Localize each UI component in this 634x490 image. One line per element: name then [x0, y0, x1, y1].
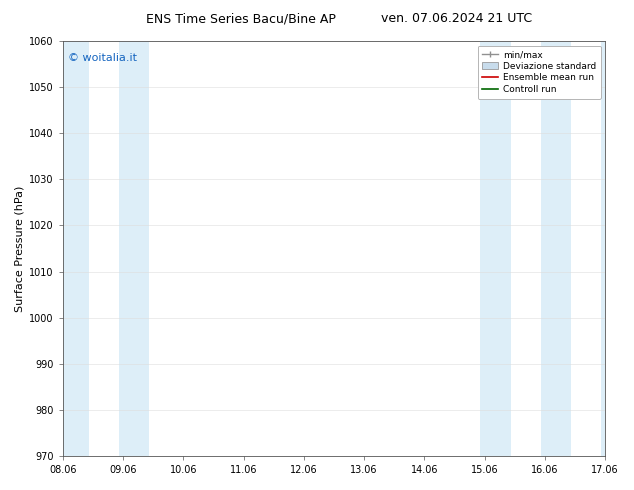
Legend: min/max, Deviazione standard, Ensemble mean run, Controll run: min/max, Deviazione standard, Ensemble m…	[477, 46, 600, 98]
Bar	[481, 41, 510, 456]
Bar	[541, 41, 571, 456]
Bar	[58, 41, 89, 456]
Bar	[601, 41, 631, 456]
Text: ENS Time Series Bacu/Bine AP: ENS Time Series Bacu/Bine AP	[146, 12, 336, 25]
Text: © woitalia.it: © woitalia.it	[68, 53, 137, 64]
Y-axis label: Surface Pressure (hPa): Surface Pressure (hPa)	[15, 185, 25, 312]
Text: ven. 07.06.2024 21 UTC: ven. 07.06.2024 21 UTC	[381, 12, 532, 25]
Bar	[119, 41, 149, 456]
